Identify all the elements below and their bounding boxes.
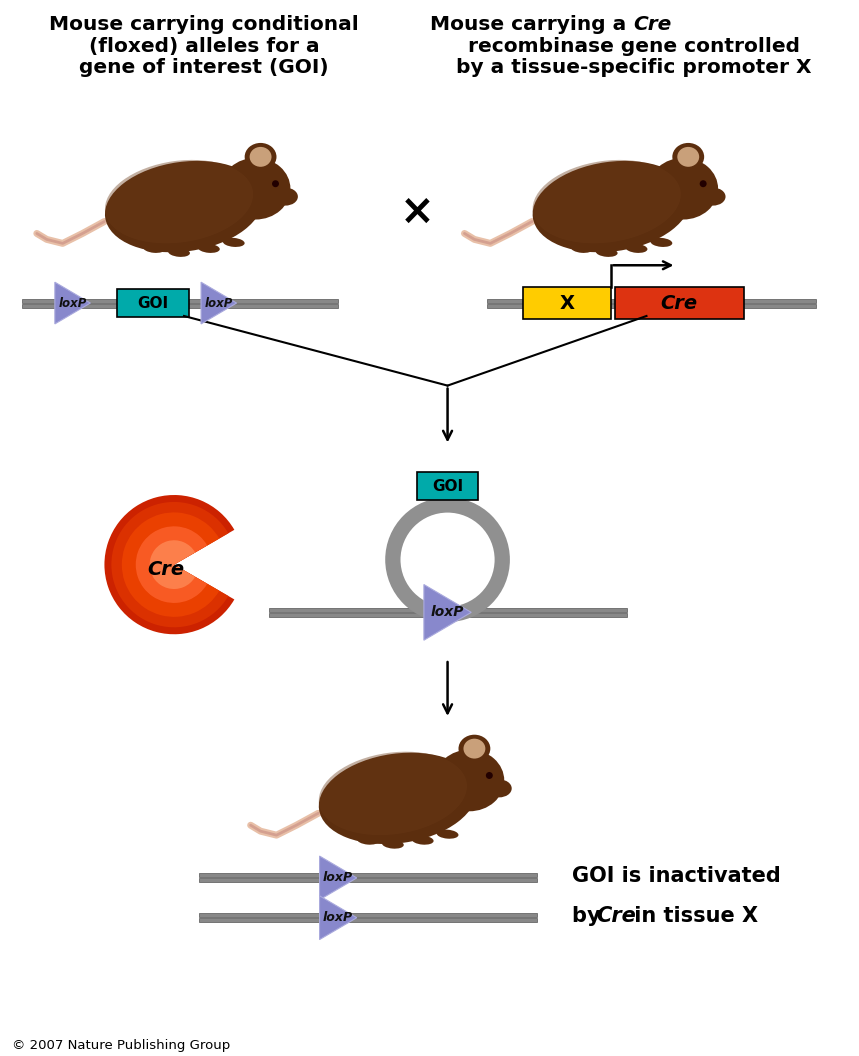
Ellipse shape	[625, 244, 648, 253]
Text: by a tissue-specific promoter X: by a tissue-specific promoter X	[456, 58, 811, 77]
Ellipse shape	[673, 143, 704, 171]
Bar	[269, 612, 626, 617]
Ellipse shape	[143, 244, 165, 253]
Bar	[21, 299, 338, 303]
Text: GOI: GOI	[432, 478, 463, 493]
Ellipse shape	[382, 840, 404, 849]
Ellipse shape	[245, 143, 277, 171]
Ellipse shape	[464, 739, 485, 758]
Bar	[199, 879, 537, 883]
FancyBboxPatch shape	[523, 287, 611, 319]
Ellipse shape	[649, 157, 718, 220]
Ellipse shape	[545, 168, 679, 245]
Ellipse shape	[272, 181, 279, 187]
Wedge shape	[105, 495, 235, 635]
Ellipse shape	[700, 181, 707, 187]
Ellipse shape	[650, 238, 673, 247]
Ellipse shape	[533, 159, 681, 243]
Text: recombinase gene controlled: recombinase gene controlled	[467, 37, 800, 56]
Text: GOI: GOI	[137, 296, 168, 310]
Text: Cre: Cre	[661, 294, 698, 313]
Text: loxP: loxP	[323, 911, 353, 924]
Bar	[269, 608, 626, 611]
Wedge shape	[136, 526, 207, 603]
Ellipse shape	[487, 779, 512, 797]
Wedge shape	[112, 502, 228, 627]
Ellipse shape	[221, 157, 290, 220]
Text: in tissue X: in tissue X	[626, 906, 758, 926]
Ellipse shape	[319, 753, 477, 844]
Ellipse shape	[117, 168, 251, 245]
Text: X: X	[559, 294, 575, 313]
Text: Cre: Cre	[148, 560, 185, 579]
Ellipse shape	[331, 759, 465, 837]
Ellipse shape	[701, 188, 726, 206]
Polygon shape	[320, 856, 356, 900]
Bar	[487, 299, 815, 303]
Text: © 2007 Nature Publishing Group: © 2007 Nature Publishing Group	[12, 1038, 230, 1052]
Ellipse shape	[222, 238, 245, 247]
Ellipse shape	[596, 248, 618, 257]
Ellipse shape	[168, 248, 190, 257]
Ellipse shape	[533, 161, 691, 252]
Text: loxP: loxP	[431, 605, 464, 620]
Ellipse shape	[435, 750, 504, 811]
Ellipse shape	[436, 830, 459, 838]
Ellipse shape	[273, 188, 298, 206]
Wedge shape	[122, 512, 219, 617]
FancyBboxPatch shape	[118, 289, 189, 317]
FancyBboxPatch shape	[615, 287, 744, 319]
Polygon shape	[423, 585, 472, 640]
Bar	[199, 919, 537, 922]
Polygon shape	[201, 282, 236, 324]
Text: Mouse carrying a: Mouse carrying a	[430, 15, 634, 34]
Text: loxP: loxP	[323, 871, 353, 885]
Text: (floxed) alleles for a: (floxed) alleles for a	[88, 37, 320, 56]
FancyBboxPatch shape	[417, 472, 478, 499]
Ellipse shape	[486, 772, 493, 779]
Ellipse shape	[250, 147, 271, 167]
Bar	[199, 913, 537, 918]
Ellipse shape	[357, 835, 379, 845]
Text: by: by	[572, 906, 608, 926]
Ellipse shape	[198, 244, 220, 253]
Wedge shape	[149, 541, 195, 589]
Ellipse shape	[319, 752, 467, 835]
Bar	[487, 303, 815, 307]
Text: gene of interest (GOI): gene of interest (GOI)	[79, 58, 329, 77]
Ellipse shape	[677, 147, 699, 167]
Text: Cre: Cre	[597, 906, 637, 926]
Ellipse shape	[105, 159, 253, 243]
Polygon shape	[320, 895, 356, 940]
Text: ×: ×	[400, 190, 436, 232]
Text: loxP: loxP	[58, 297, 87, 309]
Ellipse shape	[571, 244, 593, 253]
Text: loxP: loxP	[204, 297, 233, 309]
Text: GOI is inactivated: GOI is inactivated	[572, 866, 781, 886]
Bar	[21, 303, 338, 307]
Bar	[199, 873, 537, 878]
Ellipse shape	[411, 835, 434, 845]
Text: Cre: Cre	[634, 15, 672, 34]
Polygon shape	[55, 282, 90, 324]
Ellipse shape	[459, 735, 490, 762]
Ellipse shape	[105, 161, 263, 252]
Text: Mouse carrying conditional: Mouse carrying conditional	[49, 15, 359, 34]
